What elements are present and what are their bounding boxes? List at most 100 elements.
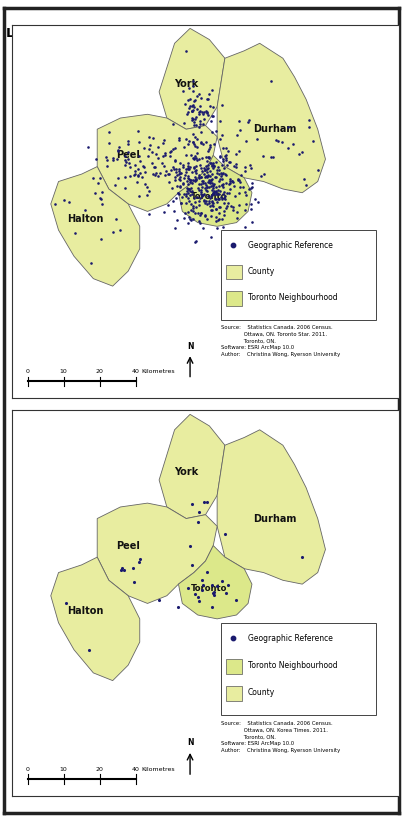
Point	[220, 161, 227, 174]
Point	[183, 190, 189, 203]
Point	[195, 195, 202, 208]
Point	[198, 583, 205, 596]
Point	[162, 149, 168, 162]
Point	[203, 135, 209, 149]
Point	[219, 193, 225, 206]
Polygon shape	[97, 114, 217, 211]
Point	[213, 170, 219, 183]
Point	[190, 103, 196, 117]
Point	[191, 174, 198, 187]
Point	[146, 142, 152, 155]
Point	[136, 553, 143, 566]
Point	[220, 204, 227, 217]
Point	[65, 195, 72, 209]
Point	[127, 160, 133, 173]
Point	[177, 181, 183, 194]
Point	[147, 138, 153, 151]
Point	[209, 172, 216, 186]
Point	[238, 168, 244, 181]
Point	[218, 167, 224, 180]
Point	[306, 113, 312, 126]
Point	[201, 167, 207, 181]
Point	[207, 156, 214, 169]
Point	[149, 156, 155, 169]
Point	[206, 152, 212, 165]
Point	[109, 151, 116, 164]
Point	[220, 197, 227, 210]
Point	[209, 195, 215, 209]
Point	[215, 213, 221, 227]
Point	[221, 209, 227, 222]
Text: Durham: Durham	[253, 124, 297, 134]
Point	[199, 177, 206, 190]
Text: Geographic Reference: Geographic Reference	[248, 241, 333, 250]
Point	[190, 192, 197, 205]
Point	[195, 515, 201, 528]
Point	[135, 190, 142, 203]
Point	[195, 591, 201, 604]
Point	[217, 114, 223, 127]
Point	[173, 166, 179, 179]
Point	[185, 171, 191, 184]
Point	[215, 183, 221, 196]
Point	[218, 158, 225, 172]
Point	[127, 169, 133, 182]
Point	[274, 135, 281, 148]
Point	[209, 198, 215, 211]
Point	[214, 160, 221, 173]
Point	[197, 126, 204, 139]
Point	[189, 135, 196, 149]
Point	[208, 174, 214, 187]
Point	[190, 174, 197, 187]
Point	[209, 578, 215, 591]
Point	[63, 597, 69, 610]
Point	[217, 149, 223, 163]
Point	[198, 188, 205, 201]
Point	[249, 177, 256, 190]
Point	[216, 187, 222, 200]
Point	[219, 178, 225, 191]
Point	[141, 161, 147, 174]
Point	[189, 165, 195, 178]
Point	[195, 108, 202, 121]
Point	[185, 192, 191, 205]
Point	[160, 150, 166, 163]
Point	[204, 496, 210, 509]
Point	[210, 196, 216, 209]
Point	[225, 196, 231, 209]
Point	[156, 593, 162, 606]
Point	[204, 181, 210, 194]
Point	[210, 180, 216, 193]
Point	[106, 137, 112, 150]
Point	[213, 181, 220, 194]
Point	[115, 144, 121, 158]
Point	[197, 171, 204, 184]
Point	[217, 150, 223, 163]
Point	[209, 203, 215, 216]
Point	[149, 145, 155, 158]
Point	[254, 132, 261, 145]
Point	[170, 194, 177, 207]
Point	[210, 159, 217, 172]
Point	[194, 89, 201, 103]
Point	[234, 211, 240, 224]
Point	[234, 205, 240, 218]
Point	[216, 185, 223, 198]
Point	[187, 160, 193, 173]
Text: 20: 20	[96, 369, 104, 374]
Text: Peel: Peel	[116, 150, 140, 160]
Point	[125, 145, 131, 158]
Point	[155, 170, 162, 183]
Point	[150, 160, 157, 173]
Point	[216, 200, 223, 213]
Point	[233, 158, 240, 171]
Point	[208, 231, 214, 244]
Point	[212, 171, 218, 184]
Point	[218, 190, 224, 204]
Point	[192, 207, 198, 220]
Point	[214, 222, 220, 235]
Point	[155, 140, 162, 154]
Point	[192, 151, 199, 164]
Point	[116, 140, 123, 154]
Point	[204, 189, 211, 202]
